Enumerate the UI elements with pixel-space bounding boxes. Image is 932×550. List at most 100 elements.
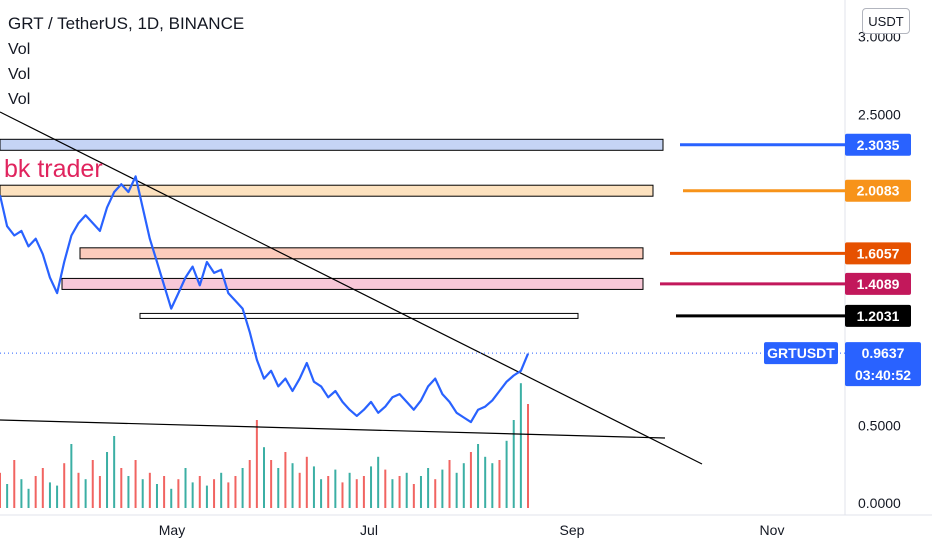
volume-bar [170, 488, 173, 508]
volume-bar [405, 472, 408, 508]
volume-bar [391, 479, 394, 508]
level-price-tag-text: 1.4089 [857, 276, 900, 292]
time-tick-label: Sep [560, 522, 585, 538]
volume-bar [477, 444, 480, 508]
volume-bar [291, 463, 294, 508]
descending-trendline [0, 111, 703, 465]
time-tick-label: May [159, 522, 185, 538]
symbol-tag-text: GRTUSDT [767, 345, 835, 361]
trendlines [0, 111, 703, 465]
volume-bar [512, 420, 515, 508]
volume-bar [355, 479, 358, 508]
volume-bar [34, 476, 37, 508]
level-tags: 2.3035 2.0083 1.6057 1.4089 1.2031 GRTUSDT 0.9… [764, 133, 921, 387]
level-price-tag-text: 2.3035 [857, 137, 900, 153]
volume-bar [184, 468, 187, 508]
last-price-tag-text: 0.9637 [862, 345, 905, 361]
volume-bar [320, 479, 323, 508]
volume-bar [177, 479, 180, 508]
chart-header: GRT / TetherUS, 1D, BINANCE Vol Vol Vol [8, 14, 244, 109]
volume-bar [0, 472, 1, 508]
volume-bar [248, 460, 251, 508]
time-axis[interactable]: May Jul Sep Nov [159, 522, 785, 538]
author-watermark: bk trader [4, 155, 103, 183]
volume-bar [377, 456, 380, 508]
volume-bar [305, 456, 308, 508]
level-price-tag-text: 1.2031 [857, 308, 900, 324]
volume-bar [263, 447, 265, 508]
volume-bar [220, 472, 223, 508]
level-price-tag [845, 272, 911, 295]
level-price-tag-text: 1.6057 [857, 245, 900, 261]
support-trendline [0, 419, 666, 439]
volume-bar [198, 476, 201, 508]
time-tick-label: Nov [760, 522, 785, 538]
level-zone [139, 312, 579, 319]
volume-indicator-2[interactable]: Vol [8, 66, 31, 83]
volume-bar [213, 479, 216, 508]
volume-indicator-1[interactable]: Vol [8, 41, 31, 58]
volume-bar [227, 482, 230, 508]
volume-bar [20, 479, 23, 508]
volume-bar [491, 463, 494, 508]
volume-bar [163, 476, 166, 508]
price-tick-label: 0.5000 [858, 417, 901, 433]
volume-bar [41, 468, 44, 508]
volume-bar [455, 472, 458, 508]
volume-bar [484, 456, 487, 508]
volume-bar [205, 485, 208, 508]
volume-bar [70, 444, 73, 508]
volume-bar [341, 482, 344, 508]
volume-bar [148, 472, 151, 508]
volume-bar [505, 440, 508, 508]
volume-bar [370, 466, 373, 508]
volume-indicator-3[interactable]: Vol [8, 91, 31, 108]
symbol-tag [764, 342, 838, 365]
volume-bar [255, 420, 258, 508]
volume-bar [334, 469, 337, 508]
volume-bar [84, 479, 87, 508]
volume-bar [6, 484, 9, 508]
volume-bar [127, 476, 130, 508]
volume-bar [77, 472, 80, 508]
volume-bar [91, 460, 94, 508]
volume-bar [106, 452, 109, 508]
volume-bar [419, 476, 422, 508]
volume-bars [0, 383, 529, 508]
volume-bar [527, 404, 529, 508]
time-tick-label: Jul [360, 522, 378, 538]
volume-bar [277, 468, 280, 508]
volume-bar [362, 476, 365, 508]
level-zone [61, 277, 644, 290]
volume-bar [234, 476, 237, 508]
price-line-group [0, 175, 845, 424]
level-price-tag [845, 133, 911, 156]
volume-bar [56, 485, 59, 508]
volume-bar [441, 469, 444, 508]
volume-bar [448, 460, 451, 508]
price-tick-label: 0.0000 [858, 495, 901, 511]
level-price-tag-text: 2.0083 [857, 183, 900, 199]
volume-bar [348, 472, 351, 508]
volume-bar [120, 468, 123, 508]
level-price-tag [845, 179, 911, 202]
volume-bar [434, 479, 437, 508]
volume-bar [27, 488, 30, 508]
volume-bar [462, 463, 465, 508]
level-price-tag [845, 242, 911, 265]
volume-bar [134, 460, 137, 508]
volume-bar [469, 452, 472, 508]
volume-bar [155, 484, 158, 508]
currency-button[interactable]: USDT [862, 8, 910, 34]
symbol-title[interactable]: GRT / TetherUS, 1D, BINANCE [8, 14, 245, 33]
countdown-text: 03:40:52 [855, 367, 911, 383]
volume-bar [48, 482, 51, 508]
horizontal-zones [0, 138, 845, 319]
price-tick-label: 2.5000 [858, 106, 901, 122]
price-line [0, 175, 530, 424]
volume-bar [270, 460, 273, 508]
volume-bar [284, 452, 287, 508]
